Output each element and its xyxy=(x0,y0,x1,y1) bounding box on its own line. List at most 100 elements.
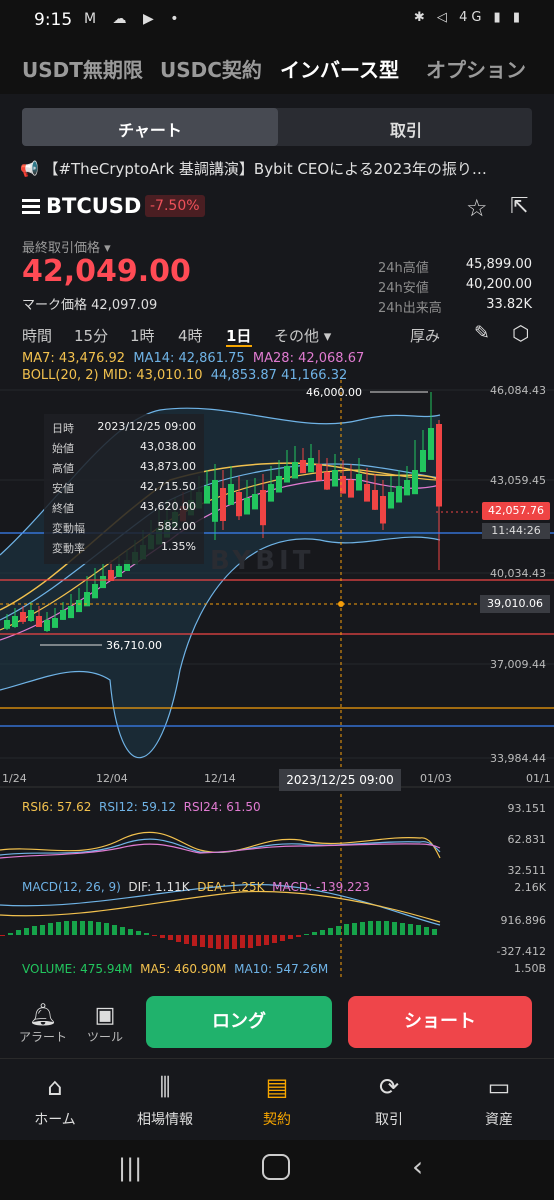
nav-contract[interactable]: ▤ 契約 xyxy=(232,1073,322,1129)
macd-histogram-bar xyxy=(168,935,173,940)
megaphone-icon: 📢 xyxy=(20,160,44,178)
tf-time[interactable]: 時間 xyxy=(22,327,53,345)
short-button[interactable]: ショート xyxy=(348,996,532,1048)
macd-histogram-bar xyxy=(152,935,157,936)
crosshair-dot xyxy=(338,601,344,607)
nav-home[interactable]: ⌂ ホーム xyxy=(10,1073,100,1129)
rsi6-value: RSI6: 57.62 xyxy=(22,800,92,814)
back-icon[interactable]: ‹ xyxy=(412,1150,424,1183)
volume-ma10: MA10: 547.26M xyxy=(234,962,329,976)
macd-histogram-bar xyxy=(144,933,149,935)
long-button[interactable]: ロング xyxy=(146,996,332,1048)
macd-histogram-bar xyxy=(184,935,189,944)
macd-value: MACD: -139.223 xyxy=(272,880,370,894)
tf-4h[interactable]: 4時 xyxy=(178,327,203,345)
tf-15m[interactable]: 15分 xyxy=(74,327,109,345)
macd-histogram-bar xyxy=(248,935,253,948)
recents-icon[interactable]: ||| xyxy=(118,1154,143,1182)
boll-mid: BOLL(20, 2) MID: 43,010.10 xyxy=(22,368,203,383)
tf-depth[interactable]: 厚み xyxy=(410,327,441,345)
macd-histogram-bar xyxy=(336,926,341,935)
candle-body xyxy=(244,498,250,515)
tab-options[interactable]: オプション xyxy=(426,58,526,82)
volume-ma5: MA5: 460.90M xyxy=(140,962,227,976)
share-icon[interactable]: ⇱ xyxy=(510,194,529,219)
macd-tick-2: -327.412 xyxy=(496,945,546,958)
menu-icon[interactable] xyxy=(22,199,40,215)
macd-dea: DEA: 1.25K xyxy=(197,880,265,894)
macd-histogram-bar xyxy=(288,935,293,939)
status-bar: 9:15 M ☁ ▶ • ✱ ◁ 4G ▮ ▮ xyxy=(0,0,554,42)
tf-more[interactable]: その他 ▾ xyxy=(274,327,332,345)
boll-up: 44,853.87 xyxy=(210,368,277,383)
contract-icon: ▤ xyxy=(265,1073,289,1101)
y-tick-2: 40,034.43 xyxy=(490,567,546,580)
candle-body xyxy=(92,584,98,599)
mark-price: マーク価格 42,097.09 xyxy=(22,298,158,313)
home-button-icon[interactable] xyxy=(262,1154,290,1180)
pencil-icon[interactable]: ✎ xyxy=(474,322,490,344)
volume-tick: 1.50B xyxy=(513,962,546,975)
candle-body xyxy=(124,560,130,571)
tab-usdt-perpetual[interactable]: USDT無期限 xyxy=(22,58,143,82)
candle-body xyxy=(316,464,322,481)
candle-body xyxy=(76,600,82,613)
candle-body xyxy=(116,566,122,577)
candle-body xyxy=(404,480,410,496)
x-tick-1: 12/04 xyxy=(96,772,128,785)
candle-body xyxy=(204,486,210,504)
macd-histogram-bar xyxy=(296,935,301,937)
macd-histogram-bar xyxy=(0,935,5,936)
y-tick-3: 37,009.44 xyxy=(490,658,546,671)
rsi-tick-2: 32.511 xyxy=(507,864,547,877)
tf-1h[interactable]: 1時 xyxy=(130,327,155,345)
volume-value: VOLUME: 475.94M xyxy=(22,962,133,976)
star-icon[interactable]: ☆ xyxy=(466,194,488,222)
stat-low-label: 24h安値 xyxy=(378,281,429,296)
price-chart[interactable] xyxy=(0,380,554,1000)
candle-body xyxy=(84,592,90,607)
macd-histogram-bar xyxy=(376,921,381,935)
tf-1d[interactable]: 1日 xyxy=(226,327,252,345)
macd-histogram-bar xyxy=(224,935,229,949)
rsi12-line xyxy=(0,838,441,856)
product-tabs: USDT無期限 USDC契約 インバース型 オプション xyxy=(0,42,554,94)
candle-body xyxy=(28,610,34,621)
news-banner[interactable]: 📢 【#TheCryptoArk 基調講演】Bybit CEOによる2023年の… xyxy=(20,158,540,180)
tab-usdc-contract[interactable]: USDC契約 xyxy=(160,58,262,82)
crosshair-date-tag: 2023/12/25 09:00 xyxy=(279,769,401,791)
candle-body xyxy=(108,570,114,581)
rsi6-line xyxy=(0,831,441,859)
macd-dif: DIF: 1.11K xyxy=(128,880,190,894)
candle-body xyxy=(36,616,42,627)
tab-inverse[interactable]: インバース型 xyxy=(280,58,399,82)
macd-histogram-bar xyxy=(344,924,349,935)
ticker-symbol[interactable]: BTCUSD xyxy=(46,194,142,218)
alert-tool[interactable]: 🔔︎ アラート xyxy=(18,1003,68,1045)
macd-dif-line xyxy=(0,883,441,926)
segment-trade[interactable]: 取引 xyxy=(389,121,422,140)
settings-hex-icon[interactable]: ⬡ xyxy=(512,321,530,345)
candle-body xyxy=(44,620,50,631)
macd-histogram-bar xyxy=(272,935,277,943)
nav-markets[interactable]: ⫼ 相場情報 xyxy=(120,1073,210,1129)
candle-body xyxy=(60,610,66,620)
last-price-label[interactable]: 最終取引価格 ▾ xyxy=(22,241,111,256)
segment-chart[interactable]: チャート xyxy=(118,121,182,140)
macd-legend: MACD(12, 26, 9) DIF: 1.11K DEA: 1.25K MA… xyxy=(22,880,370,894)
candle-body xyxy=(396,486,402,503)
macd-histogram-bar xyxy=(384,921,389,935)
candle-body xyxy=(412,470,418,495)
news-text: 【#TheCryptoArk 基調講演】Bybit CEOによる2023年の振り… xyxy=(43,160,487,178)
watermark: BYBIT xyxy=(210,546,315,576)
macd-histogram-bar xyxy=(328,928,333,935)
macd-histogram-bar xyxy=(408,924,413,935)
rsi24-value: RSI24: 61.50 xyxy=(183,800,261,814)
nav-trade[interactable]: ⟳ 取引 xyxy=(344,1073,434,1129)
volume-legend: VOLUME: 475.94M MA5: 460.90M MA10: 547.2… xyxy=(22,962,328,976)
chart-tool[interactable]: ▣ ツール xyxy=(80,1003,130,1045)
segment-active-bg xyxy=(22,108,278,146)
candle-body xyxy=(340,476,346,494)
macd-histogram-bar xyxy=(352,923,357,935)
nav-assets[interactable]: ▭ 資産 xyxy=(454,1073,544,1129)
